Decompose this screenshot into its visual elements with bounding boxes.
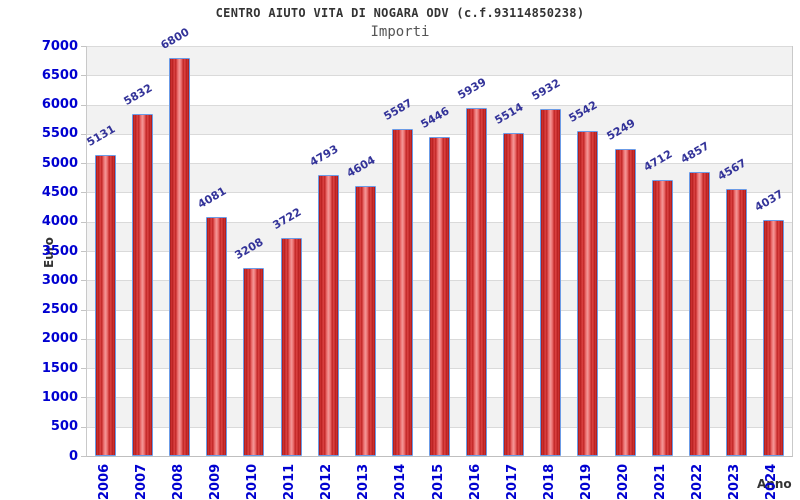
y-tick-label: 500 — [50, 419, 78, 435]
x-tick-label: 2021 — [653, 463, 669, 500]
y-tick-mark — [81, 192, 86, 194]
x-tick-label: 2014 — [393, 463, 409, 500]
y-tick-mark — [81, 280, 86, 282]
y-tick-mark — [81, 46, 86, 47]
y-tick-label: 7000 — [41, 38, 78, 54]
y-tick-label: 5000 — [41, 155, 78, 171]
y-tick-mark — [81, 75, 86, 77]
grid-band — [87, 46, 792, 76]
y-tick-mark — [81, 426, 86, 428]
x-tick-label: 2013 — [356, 463, 372, 500]
bar-2017 — [503, 133, 525, 456]
x-tick-label: 2018 — [541, 463, 557, 500]
x-tick-label: 2022 — [690, 463, 706, 500]
x-tick-label: 2011 — [282, 463, 298, 500]
bar-2022 — [688, 171, 710, 456]
x-tick-label: 2019 — [578, 463, 594, 500]
x-axis-title: Anno — [757, 477, 792, 491]
x-tick-label: 2015 — [430, 463, 446, 500]
plot-area: 5131 5832 6800 4081 3208 3722 4793 4604 5587 5446… — [85, 25, 793, 457]
y-tick-label: 4000 — [41, 214, 78, 230]
chart-subtitle: Importi — [370, 24, 430, 40]
y-tick-label: 3000 — [41, 272, 78, 288]
y-tick-label: 0 — [68, 448, 78, 464]
chart-title: CENTRO AIUTO VITA DI NOGARA ODV (c.f.931… — [215, 6, 585, 20]
x-tick-label: 2007 — [133, 463, 149, 500]
y-tick-mark — [81, 163, 86, 165]
bar-2008 — [169, 57, 191, 456]
y-tick-mark — [81, 397, 86, 399]
x-tick-label: 2010 — [244, 463, 260, 500]
bar-2009 — [206, 216, 228, 456]
y-tick-label: 5500 — [41, 126, 78, 142]
bar-2018 — [540, 108, 562, 456]
x-tick-label: 2012 — [319, 463, 335, 500]
bar-2007 — [132, 114, 154, 456]
y-tick-label: 2000 — [41, 331, 78, 347]
y-tick-mark — [81, 456, 86, 457]
y-tick-mark — [81, 104, 86, 106]
y-tick-mark — [81, 221, 86, 223]
x-tick-label: 2008 — [170, 463, 186, 500]
y-tick-mark — [81, 309, 86, 311]
bar-2023 — [725, 188, 747, 456]
y-tick-mark — [81, 251, 86, 252]
x-tick-label: 2009 — [207, 463, 223, 500]
y-tick-label: 3500 — [41, 243, 78, 259]
x-tick-label: 2016 — [467, 463, 483, 500]
y-tick-label: 6000 — [41, 97, 78, 113]
x-tick-label: 2006 — [96, 463, 112, 500]
y-tick-label: 1000 — [41, 389, 78, 405]
bar-2021 — [651, 180, 673, 456]
bar-2011 — [280, 238, 302, 456]
x-tick-label: 2024 — [764, 463, 780, 500]
x-tick-label: 2017 — [504, 463, 520, 500]
bar-2016 — [466, 108, 488, 456]
y-tick-mark — [81, 338, 86, 340]
grid-band — [87, 75, 792, 105]
bar-2015 — [429, 137, 450, 456]
x-tick-label: 2023 — [727, 463, 743, 500]
bar-2020 — [614, 148, 636, 456]
bar-2024 — [762, 219, 784, 456]
bar-2006 — [95, 155, 117, 456]
grid-band — [87, 104, 792, 134]
y-tick-label: 6500 — [41, 67, 78, 83]
bar-2010 — [243, 268, 265, 456]
y-tick-mark — [81, 368, 86, 370]
bar-2019 — [577, 131, 599, 456]
bar-2014 — [391, 128, 413, 456]
bar-2013 — [354, 186, 376, 456]
y-tick-label: 4500 — [41, 184, 78, 200]
y-tick-label: 2500 — [41, 302, 78, 318]
y-tick-label: 1500 — [41, 360, 78, 376]
bar-2012 — [317, 175, 339, 456]
x-tick-label: 2020 — [616, 463, 632, 500]
y-tick-mark — [81, 133, 86, 135]
